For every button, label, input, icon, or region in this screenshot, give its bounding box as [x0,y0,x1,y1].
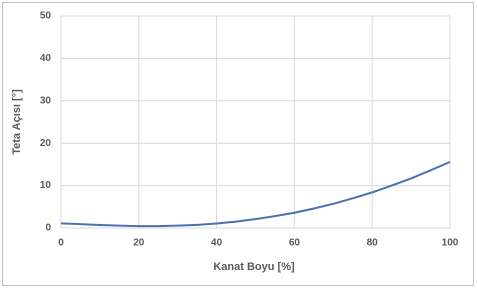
x-axis-title: Kanat Boyu [%] [213,261,295,273]
x-tick-label: 80 [367,238,379,249]
x-tick-label: 0 [58,238,64,249]
x-tick-label: 100 [442,238,459,249]
chart-frame [2,2,474,286]
x-tick-label: 20 [133,238,145,249]
line-series [60,160,451,228]
y-axis-title: Teta Açısı [°] [11,89,23,155]
y-tick-label: 0 [45,223,51,234]
y-tick-label: 40 [40,53,52,64]
y-tick-label: 10 [40,180,52,191]
x-tick-label: 60 [289,238,301,249]
y-tick-label: 50 [40,11,52,22]
y-tick-label: 30 [40,95,52,106]
x-tick-label: 40 [211,238,223,249]
y-tick-label: 20 [40,138,52,149]
